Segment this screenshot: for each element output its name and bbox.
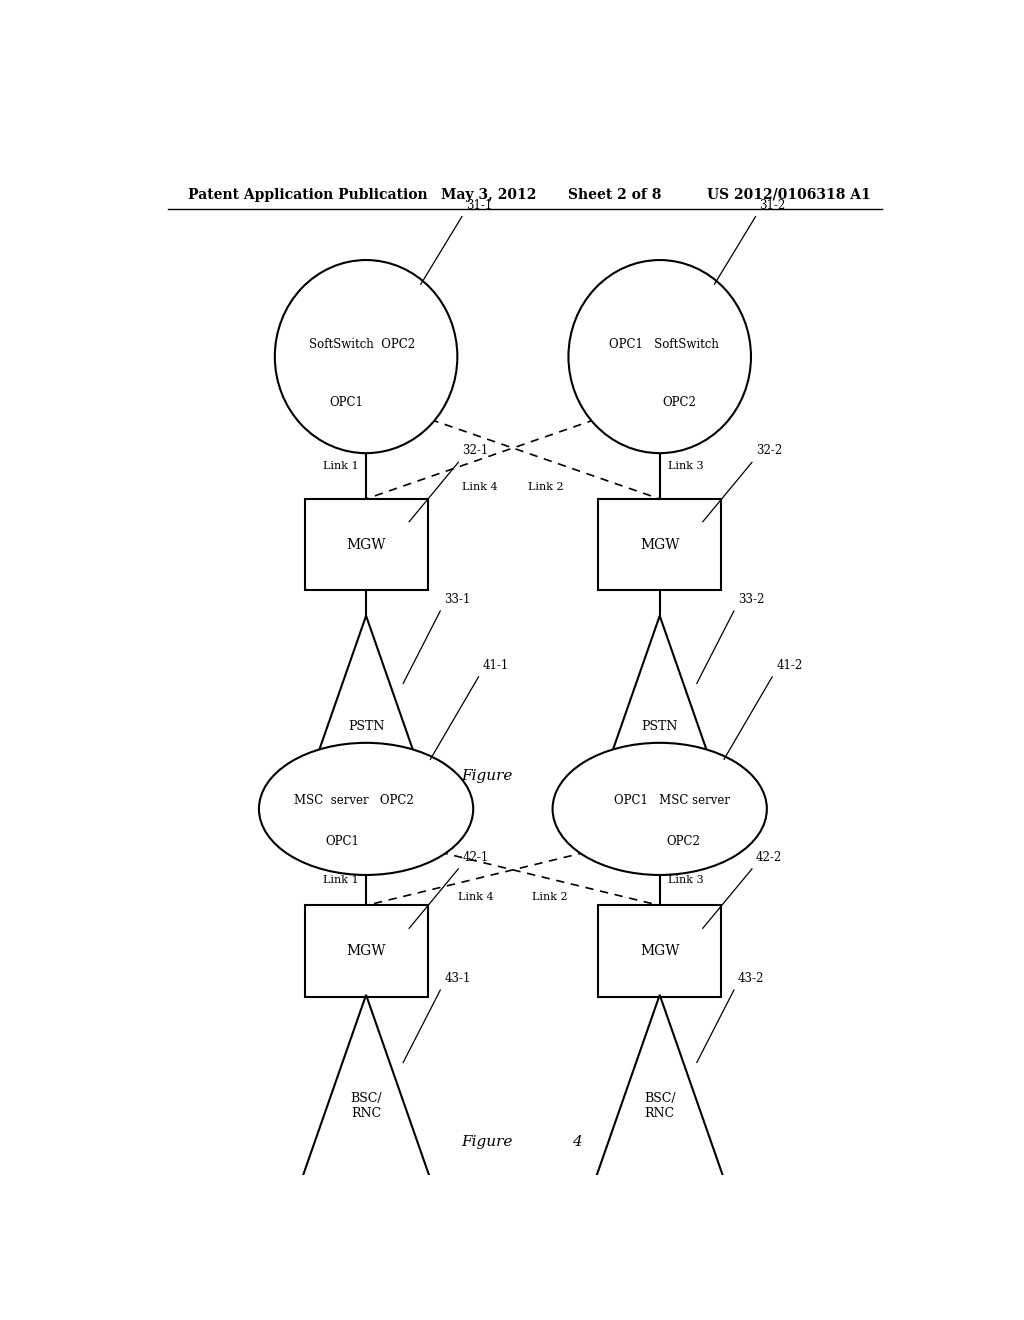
Text: Link 1: Link 1 [323, 461, 358, 471]
Text: OPC2: OPC2 [667, 836, 700, 847]
Text: Figure: Figure [461, 1135, 513, 1150]
Text: 33-1: 33-1 [444, 593, 471, 606]
Text: US 2012/0106318 A1: US 2012/0106318 A1 [708, 187, 871, 202]
Text: Figure: Figure [461, 770, 513, 783]
Text: 3: 3 [572, 770, 583, 783]
Text: OPC1   SoftSwitch: OPC1 SoftSwitch [608, 338, 719, 351]
Text: 42-2: 42-2 [756, 851, 782, 863]
Polygon shape [592, 615, 727, 809]
Bar [598, 499, 721, 590]
Ellipse shape [274, 260, 458, 453]
Ellipse shape [553, 743, 767, 875]
Text: Sheet 2 of 8: Sheet 2 of 8 [568, 187, 662, 202]
Text: OPC2: OPC2 [663, 396, 696, 409]
Polygon shape [299, 995, 433, 1188]
Text: 31-1: 31-1 [466, 198, 493, 211]
Polygon shape [592, 995, 727, 1188]
Text: MGW: MGW [346, 944, 386, 958]
Text: Link 2: Link 2 [532, 892, 568, 903]
Bar [304, 499, 428, 590]
Text: PSTN: PSTN [348, 721, 384, 734]
Text: 42-1: 42-1 [462, 851, 488, 863]
Text: OPC1   MSC server: OPC1 MSC server [613, 795, 730, 808]
Text: 41-1: 41-1 [482, 659, 509, 672]
Ellipse shape [568, 260, 751, 453]
Text: OPC1: OPC1 [330, 396, 364, 409]
Text: Patent Application Publication: Patent Application Publication [187, 187, 427, 202]
Text: OPC1: OPC1 [326, 836, 359, 847]
Ellipse shape [259, 743, 473, 875]
Text: Link 4: Link 4 [462, 482, 498, 492]
Text: 31-2: 31-2 [760, 198, 785, 211]
Bar [598, 906, 721, 997]
Text: Link 4: Link 4 [458, 892, 494, 903]
Text: BSC/
RNC: BSC/ RNC [350, 1092, 382, 1119]
Text: BSC/
RNC: BSC/ RNC [644, 1092, 676, 1119]
Text: Link 3: Link 3 [668, 875, 703, 884]
Text: MGW: MGW [640, 944, 680, 958]
Bar [304, 906, 428, 997]
Text: MGW: MGW [640, 537, 680, 552]
Text: Link 1: Link 1 [323, 875, 358, 884]
Text: 32-2: 32-2 [756, 445, 782, 457]
Text: 33-2: 33-2 [738, 593, 764, 606]
Text: Link 2: Link 2 [528, 482, 564, 492]
Text: SoftSwitch  OPC2: SoftSwitch OPC2 [309, 338, 415, 351]
Text: 32-1: 32-1 [462, 445, 488, 457]
Polygon shape [299, 615, 433, 809]
Text: Link 3: Link 3 [668, 461, 703, 471]
Text: 4: 4 [572, 1135, 583, 1150]
Text: 41-2: 41-2 [776, 659, 803, 672]
Text: PSTN: PSTN [641, 721, 678, 734]
Text: MSC  server   OPC2: MSC server OPC2 [294, 795, 414, 808]
Text: 43-2: 43-2 [738, 972, 764, 985]
Text: May 3, 2012: May 3, 2012 [441, 187, 537, 202]
Text: 43-1: 43-1 [444, 972, 471, 985]
Text: MGW: MGW [346, 537, 386, 552]
